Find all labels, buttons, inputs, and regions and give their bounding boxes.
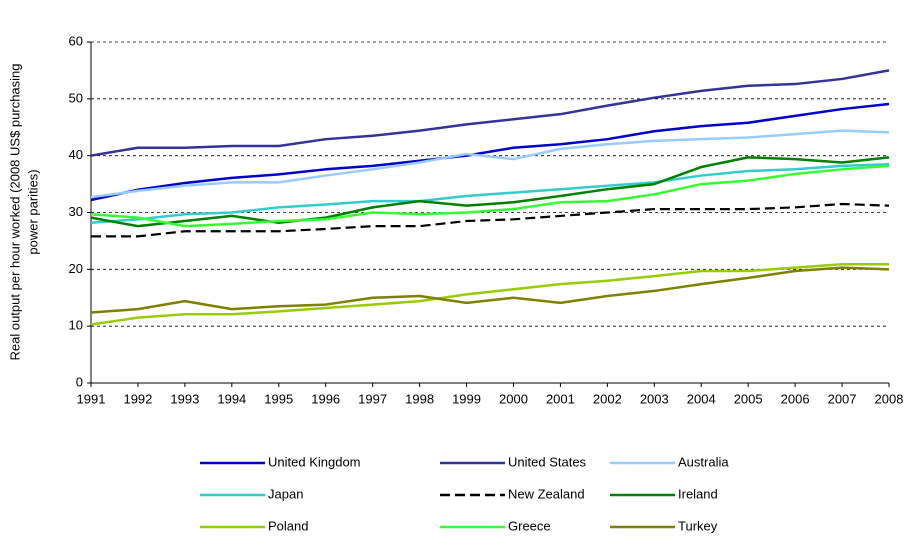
- y-tick-label: 30: [69, 204, 83, 219]
- x-tick-label: 2004: [687, 391, 716, 406]
- series-line: [90, 129, 890, 199]
- y-axis-title: Real output per hour worked (2008 US$ pu…: [7, 63, 40, 360]
- x-tick-label: 2002: [593, 391, 622, 406]
- legend-label: Australia: [678, 454, 729, 469]
- x-tick-label: 2005: [734, 391, 763, 406]
- x-tick-label: 1992: [123, 391, 152, 406]
- series-line: [90, 266, 890, 314]
- x-tick-label: 1993: [170, 391, 199, 406]
- y-axis-title-line: Real output per hour worked (2008 US$ pu…: [7, 63, 22, 360]
- legend-label: Poland: [268, 518, 308, 533]
- y-tick-label: 50: [69, 90, 83, 105]
- x-tick-label: 2008: [875, 391, 904, 406]
- x-tick-label: 1996: [311, 391, 340, 406]
- legend-label: Greece: [508, 518, 551, 533]
- series-line: [90, 262, 889, 326]
- x-tick-label: 1994: [217, 391, 246, 406]
- y-tick-label: 10: [69, 318, 83, 333]
- series-line: [90, 162, 890, 224]
- y-tick-label: 0: [76, 374, 83, 389]
- y-axis-title-line: power parities): [25, 169, 40, 254]
- y-tick-label: 40: [69, 147, 83, 162]
- series-line: [90, 156, 890, 228]
- series-line: [90, 164, 890, 228]
- x-tick-label: 1991: [77, 391, 106, 406]
- y-tick-label: 20: [69, 261, 83, 276]
- legend-label: Japan: [268, 486, 303, 501]
- x-tick-label: 2000: [499, 391, 528, 406]
- y-tick-label: 60: [69, 33, 83, 48]
- legend-label: United States: [508, 454, 587, 469]
- x-tick-label: 2007: [828, 391, 857, 406]
- series-line: [90, 102, 890, 202]
- x-tick-label: 2003: [640, 391, 669, 406]
- series-line: [91, 202, 890, 238]
- x-tick-label: 1999: [452, 391, 481, 406]
- legend-label: United Kingdom: [268, 454, 361, 469]
- series-line: [90, 69, 890, 157]
- x-tick-label: 2006: [781, 391, 810, 406]
- x-tick-label: 1995: [264, 391, 293, 406]
- x-tick-label: 1997: [358, 391, 387, 406]
- x-tick-label: 1998: [405, 391, 434, 406]
- legend-label: New Zealand: [508, 486, 585, 501]
- legend-label: Turkey: [678, 518, 718, 533]
- legend-label: Ireland: [678, 486, 718, 501]
- x-tick-label: 2001: [546, 391, 575, 406]
